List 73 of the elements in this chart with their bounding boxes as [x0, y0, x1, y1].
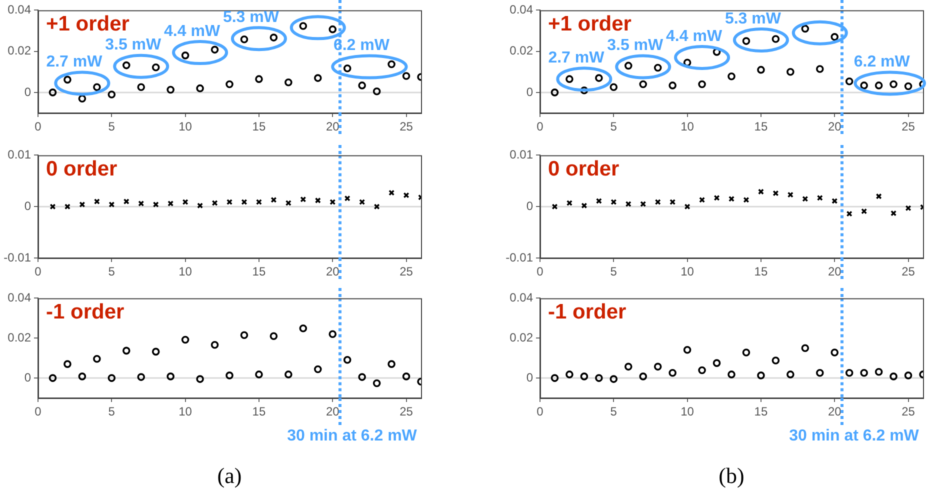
x-tick-label: 5 [108, 264, 116, 279]
chart-title: -1 order [548, 300, 626, 324]
x-tick-label: 15 [252, 404, 266, 419]
annotation: 4.4 mW [164, 22, 221, 40]
x-tick-label: 15 [754, 120, 768, 134]
ref-line-label: 30 min at 6.2 mW [287, 427, 418, 444]
annotation: 6.2 mW [854, 54, 911, 71]
chart-title: 0 order [548, 157, 620, 180]
y-tick-label: 0.02 [8, 330, 32, 344]
annotation: 3.5 mW [105, 36, 162, 54]
y-tick-label: 0.01 [510, 148, 534, 162]
x-tick-label: 25 [902, 120, 916, 134]
y-tick-label: 0 [24, 370, 32, 384]
x-tick-label: 25 [400, 120, 414, 134]
x-tick-label: 20 [326, 264, 340, 279]
x-tick-label: 10 [178, 404, 192, 419]
y-tick-label: -0.01 [4, 250, 32, 264]
x-tick-label: 5 [610, 120, 618, 134]
chart-title: +1 order [46, 12, 130, 36]
x-tick-label: 0 [536, 120, 544, 134]
y-tick-label: 0 [526, 198, 534, 213]
y-tick-label: 0.01 [8, 148, 32, 162]
x-tick-label: 15 [754, 404, 768, 419]
x-tick-label: 20 [828, 404, 842, 419]
x-tick-label: 10 [178, 264, 192, 279]
y-tick-label: 0 [526, 370, 534, 384]
x-tick-label: 20 [326, 404, 340, 419]
x-tick-label: 15 [252, 120, 266, 134]
x-tick-label: 0 [34, 404, 42, 419]
x-tick-label: 25 [902, 404, 916, 419]
x-tick-label: 20 [326, 120, 340, 134]
x-tick-label: 5 [108, 404, 116, 419]
y-tick-label: -0.01 [506, 250, 534, 264]
ref-line-label: 30 min at 6.2 mW [789, 427, 920, 444]
x-tick-label: 20 [828, 264, 842, 279]
chart-title: +1 order [548, 12, 632, 36]
annotation: 5.3 mW [222, 8, 280, 26]
x-tick-label: 25 [400, 404, 414, 419]
annotation: 3.5 mW [607, 37, 664, 54]
chart-title: 0 order [46, 157, 118, 180]
x-tick-label: 10 [680, 404, 694, 419]
chart-title: -1 order [46, 300, 124, 324]
x-tick-label: 10 [680, 120, 694, 134]
x-tick-label: 5 [610, 264, 618, 279]
x-tick-label: 15 [252, 264, 266, 279]
x-tick-label: 10 [680, 264, 694, 279]
y-tick-label: 0.02 [510, 44, 534, 58]
text: (a) [216, 463, 243, 489]
x-tick-label: 0 [536, 264, 544, 279]
x-tick-label: 25 [400, 264, 414, 279]
annotation: 2.7 mW [46, 54, 104, 71]
y-tick-label: 0 [24, 198, 32, 213]
x-tick-label: 0 [34, 120, 42, 134]
annotation: 2.7 mW [548, 49, 606, 66]
y-tick-label: 0.02 [8, 44, 32, 58]
x-tick-label: 20 [828, 120, 842, 134]
y-tick-label: 0 [24, 84, 32, 99]
x-tick-label: 5 [108, 120, 116, 134]
y-tick-label: 0.04 [510, 2, 534, 17]
annotation: 5.3 mW [724, 10, 782, 28]
x-tick-label: 15 [754, 264, 768, 279]
x-tick-label: 0 [536, 404, 544, 419]
x-tick-label: 0 [34, 264, 42, 279]
annotation: 4.4 mW [666, 28, 723, 45]
x-tick-label: 10 [178, 120, 192, 134]
x-tick-label: 25 [902, 264, 916, 279]
text: (b) [718, 463, 746, 489]
y-tick-label: 0.04 [510, 290, 534, 305]
y-tick-label: 0 [526, 84, 534, 99]
y-tick-label: 0.02 [510, 330, 534, 344]
x-tick-label: 5 [610, 404, 618, 419]
y-tick-label: 0.04 [8, 2, 32, 17]
y-tick-label: 0.04 [8, 290, 32, 305]
